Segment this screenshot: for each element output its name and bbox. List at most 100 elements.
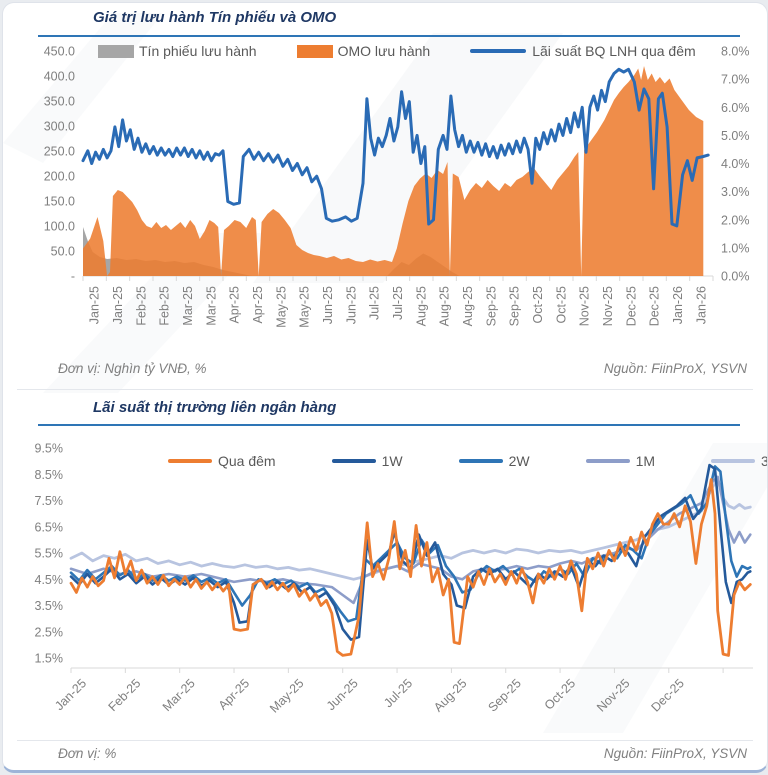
y-right-tick-label: 2.0% — [721, 213, 750, 227]
y-left-tick-label: 1.5% — [35, 652, 64, 666]
y-left-tick-label: 7.5% — [35, 494, 64, 508]
interbank-chart-svg: 9.5% 8.5% 7.5% 6.5% 5.5% 4.5% 3.5% 2.5% 1.5% Jan-… — [35, 442, 753, 716]
legend-line-swatch — [331, 459, 376, 463]
legend-line-swatch — [585, 459, 630, 463]
x-tick-label: Jul-25 — [381, 676, 415, 710]
y-left-tick-label: 300.0 — [44, 120, 75, 134]
legend-label: Tín phiếu lưu hành — [139, 43, 257, 59]
x-tick-label: Jun-25 — [344, 286, 358, 324]
legend-line-swatch — [711, 459, 756, 463]
interbank-chart-legend: Qua đêm 1W 2W 1M 3M — [168, 453, 767, 469]
y-left-tick-label: 9.5% — [35, 442, 64, 456]
x-tick-label: Aug-25 — [461, 286, 475, 326]
x-tick-label: Aug-25 — [431, 676, 469, 714]
legend-label: 1M — [635, 453, 656, 469]
x-tick-label: May-25 — [298, 286, 312, 328]
interbank-chart-title: Lãi suất thị trường liên ngân hàng — [93, 399, 337, 416]
legend-item: Qua đêm — [168, 453, 276, 469]
legend-label: Qua đêm — [218, 453, 276, 469]
legend-item: 1M — [585, 453, 656, 469]
y-right-tick-label: 3.0% — [721, 185, 750, 199]
x-tick-label: Jan-25 — [88, 286, 102, 324]
y-left-tick-label: 50.0 — [51, 245, 75, 259]
x-tick-label: Jan-26 — [671, 286, 685, 324]
x-tick-label: Jul-25 — [391, 286, 405, 320]
x-tick-label: Sep-25 — [508, 286, 522, 326]
y-left-tick-label: 2.5% — [35, 625, 64, 639]
x-tick-label: Mar-25 — [204, 286, 218, 326]
x-tick-label: Sep-25 — [484, 286, 498, 326]
legend-label: 2W — [508, 453, 530, 469]
y-left-tick-label: 450.0 — [44, 45, 75, 59]
x-tick-label: Feb-25 — [134, 286, 148, 326]
x-tick-label: Dec-25 — [624, 286, 638, 326]
y-right-tick-label: 7.0% — [721, 73, 750, 87]
x-tick-label: Aug-25 — [414, 286, 428, 326]
omo-chart-svg: 450.0 400.0 350.0 300.0 250.0 200.0 150.0 100.0… — [44, 45, 750, 328]
x-tick-label: Apr-25 — [228, 286, 242, 324]
legend-item: Lãi suất BQ LNH qua đêm — [470, 43, 696, 59]
x-tick-label: Feb-25 — [158, 286, 172, 326]
y-left-tick-label: 5.5% — [35, 547, 64, 561]
y-left-tick-label: 250.0 — [44, 145, 75, 159]
x-tick-label: Jan-25 — [111, 286, 125, 324]
y-right-tick-label: 1.0% — [721, 241, 750, 255]
y-left-tick-label: 4.5% — [35, 573, 64, 587]
x-tick-label: Oct-25 — [554, 286, 568, 324]
legend-item: OMO lưu hành — [296, 43, 431, 59]
legend-label: 1W — [381, 453, 403, 469]
x-tick-label: Dec-25 — [648, 286, 662, 326]
y-left-tick-label: 3.5% — [35, 599, 64, 613]
omo-chart-legend: Tín phiếu lưu hành OMO lưu hành Lãi suất B… — [98, 43, 696, 59]
x-tick-label: Dec-25 — [648, 676, 686, 714]
line-series-1W — [69, 463, 752, 641]
y-right-tick-label: 5.0% — [721, 129, 750, 143]
x-tick-label: Feb-25 — [106, 676, 144, 714]
x-tick-label: Oct-25 — [542, 676, 578, 712]
x-tick-label: Jun-25 — [321, 286, 335, 324]
legend-area-swatch — [296, 44, 333, 58]
footer-divider — [17, 740, 753, 741]
y-right-tick-label: 6.0% — [721, 101, 750, 115]
x-tick-label: Jun-25 — [324, 676, 361, 713]
legend-label: Lãi suất BQ LNH qua đêm — [532, 43, 696, 59]
x-tick-label: Nov-25 — [601, 286, 615, 326]
x-tick-label: Apr-25 — [216, 676, 252, 712]
section-divider — [17, 389, 753, 390]
x-tick-label: May-25 — [267, 676, 306, 715]
interbank-source-note: Nguồn: FiinProX, YSVN — [603, 746, 747, 761]
y-right-tick-label: 0.0% — [721, 270, 750, 284]
x-tick-label: May-25 — [274, 286, 288, 328]
legend-item: 1W — [331, 453, 403, 469]
line-series-Lãi suất BQ LNH qua đêm — [81, 67, 710, 228]
line-series-Qua đêm — [69, 478, 752, 657]
legend-line-swatch — [470, 49, 527, 53]
y-left-tick-label: - — [71, 270, 75, 284]
interbank-unit-note: Đơn vị: % — [58, 746, 117, 761]
omo-chart-footer: Đơn vị: Nghìn tỷ VNĐ, % Nguồn: FiinProX,… — [3, 361, 767, 376]
legend-label: OMO lưu hành — [337, 43, 431, 59]
area-series-OMO lưu hành — [83, 66, 704, 276]
y-left-tick-label: 200.0 — [44, 170, 75, 184]
legend-item: Tín phiếu lưu hành — [98, 43, 257, 59]
x-tick-label: Aug-25 — [438, 286, 452, 326]
x-tick-label: Jan-25 — [52, 676, 89, 713]
interbank-title-underline — [38, 424, 740, 426]
omo-source-note: Nguồn: FiinProX, YSVN — [603, 361, 747, 376]
omo-title-underline — [38, 35, 740, 37]
x-tick-label: Mar-25 — [181, 286, 195, 326]
interbank-chart-footer: Đơn vị: % Nguồn: FiinProX, YSVN — [3, 746, 767, 761]
y-left-tick-label: 150.0 — [44, 195, 75, 209]
x-tick-label: Nov-25 — [578, 286, 592, 326]
x-tick-label: Jul-25 — [368, 286, 382, 320]
y-left-tick-label: 8.5% — [35, 468, 64, 482]
x-tick-label: Nov-25 — [594, 676, 632, 714]
y-left-tick-label: 100.0 — [44, 220, 75, 234]
x-tick-label: Mar-25 — [160, 676, 198, 714]
legend-line-swatch — [168, 459, 212, 463]
x-tick-label: Jan-26 — [694, 286, 708, 324]
x-tick-label: Oct-25 — [531, 286, 545, 324]
omo-chart-title: Giá trị lưu hành Tín phiếu và OMO — [93, 9, 337, 26]
legend-area-swatch — [98, 44, 134, 58]
